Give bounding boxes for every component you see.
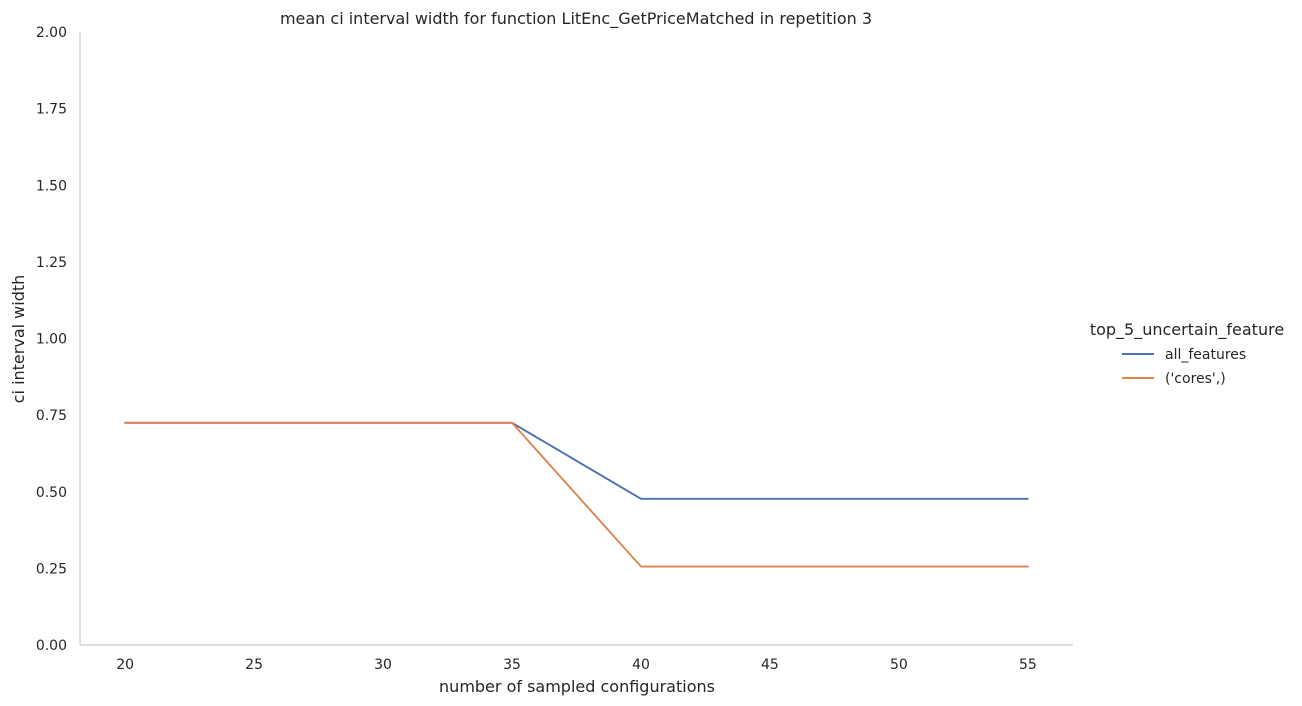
- legend-label: all_features: [1165, 347, 1246, 363]
- y-tick-label: 0.00: [36, 638, 67, 654]
- y-tick-label: 2.00: [36, 25, 67, 41]
- series-line-0: [124, 421, 1029, 500]
- plot-area: 0.000.250.500.751.001.251.501.752.00 20 2…: [36, 25, 1073, 673]
- legend-label: ('cores',): [1165, 371, 1226, 387]
- legend-items: all_features ('cores',): [1122, 347, 1246, 387]
- chart-title: mean ci interval width for function LitE…: [280, 9, 872, 29]
- x-tick-label: 35: [503, 657, 521, 673]
- y-tick-label: 1.50: [36, 178, 67, 194]
- series-lines: [124, 421, 1029, 568]
- y-tick-labels: 0.00 0.25 0.50 0.75 1.00 1.25 1.50 1.75 2.00: [36, 25, 67, 654]
- y-tick-label: 0.50: [36, 485, 67, 501]
- y-tick-label: 0.75: [36, 408, 67, 424]
- legend-title: top_5_uncertain_feature: [1090, 320, 1284, 340]
- x-tick-label: 45: [761, 657, 779, 673]
- y-tick-label: 1.75: [36, 102, 67, 118]
- x-tick-label: 50: [890, 657, 908, 673]
- x-tick-label: 30: [374, 657, 392, 673]
- y-tick-label: 1.00: [36, 332, 67, 348]
- x-axis-title: number of sampled configurations: [439, 677, 715, 696]
- x-tick-label: 20: [116, 657, 134, 673]
- x-tick-label: 40: [632, 657, 650, 673]
- x-tick-labels: 20 25 30 35 40 45 50 55: [116, 657, 1037, 673]
- series-line-1: [124, 421, 1029, 568]
- y-tick-label: 0.25: [36, 561, 67, 577]
- x-tick-label: 25: [245, 657, 263, 673]
- legend: top_5_uncertain_feature all_features ('co…: [1090, 320, 1284, 387]
- y-tick-label: 1.25: [36, 255, 67, 271]
- x-tick-label: 55: [1019, 657, 1037, 673]
- y-axis-title: ci interval width: [9, 275, 28, 404]
